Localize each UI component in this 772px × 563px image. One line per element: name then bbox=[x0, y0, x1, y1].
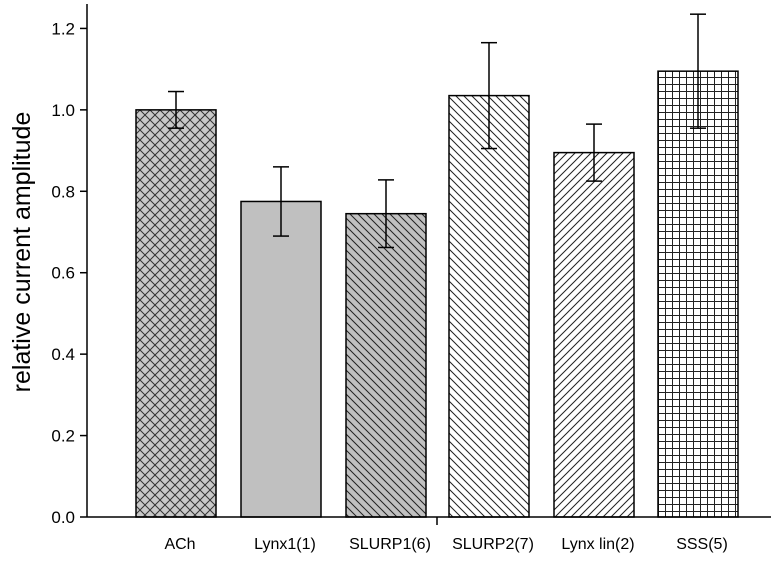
bar-0 bbox=[135, 109, 217, 518]
x-tick-label-5: SSS(5) bbox=[676, 536, 728, 553]
x-tick-label-3: SLURP2(7) bbox=[452, 536, 534, 553]
y-ticks-layer: 0.0 0.2 0.4 0.6 0.8 1.0 1.2 bbox=[51, 19, 87, 527]
x-labels-layer: ACh Lynx1(1) SLURP1(6) SLURP2(7) Lynx lin(2)… bbox=[164, 536, 727, 553]
y-tick-label-0: 0.0 bbox=[51, 508, 75, 527]
x-tick-label-2: SLURP1(6) bbox=[349, 536, 431, 553]
x-tick-label-1: Lynx1(1) bbox=[254, 536, 316, 553]
y-tick-label-1: 0.2 bbox=[51, 427, 75, 446]
bar-3 bbox=[448, 94, 530, 518]
bar-1 bbox=[240, 200, 322, 518]
bars-layer bbox=[135, 70, 739, 518]
y-tick-label-3: 0.6 bbox=[51, 264, 75, 283]
y-tick-label-6: 1.2 bbox=[51, 19, 75, 38]
error-bars-layer bbox=[168, 13, 706, 249]
y-tick-label-5: 1.0 bbox=[51, 101, 75, 120]
bar-2 bbox=[345, 212, 427, 518]
x-tick-label-4: Lynx lin(2) bbox=[561, 536, 634, 553]
x-tick-label-0: ACh bbox=[164, 536, 195, 553]
y-axis-title: relative current amplitude bbox=[8, 112, 36, 393]
bar-5 bbox=[657, 70, 739, 518]
y-tick-label-4: 0.8 bbox=[51, 182, 75, 201]
y-tick-label-2: 0.4 bbox=[51, 345, 75, 364]
bar-4 bbox=[553, 151, 635, 518]
